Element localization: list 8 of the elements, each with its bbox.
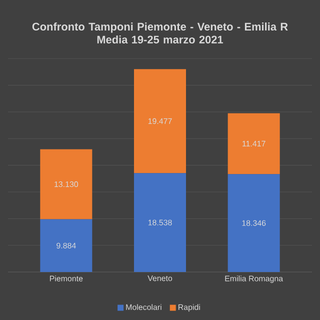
bar bbox=[134, 173, 186, 272]
bar bbox=[228, 113, 280, 174]
bar bbox=[134, 69, 186, 174]
bar bbox=[40, 149, 92, 220]
bar bbox=[228, 174, 280, 272]
chart-title: Confronto Tamponi Piemonte - Veneto - Emilia R bbox=[32, 22, 288, 33]
chart-subtitle: Media 19-25 marzo 2021 bbox=[97, 35, 224, 44]
bar bbox=[40, 219, 92, 272]
